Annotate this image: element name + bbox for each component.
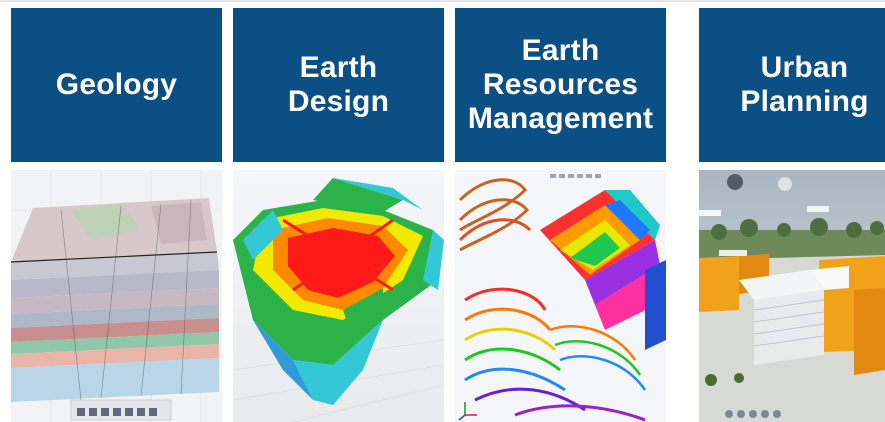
- geology-model-image: [11, 170, 222, 422]
- earth-resources-image: [455, 170, 666, 422]
- top-divider: [0, 0, 885, 2]
- category-tile-earth-resources-management[interactable]: Earth Resources Management: [455, 8, 666, 162]
- earth-design-image: [233, 170, 444, 422]
- urban-planning-image: [699, 170, 885, 422]
- category-tile-urban-planning[interactable]: Urban Planning: [699, 8, 885, 162]
- category-label-geology: Geology: [55, 68, 178, 101]
- category-label-earth-design: Earth Design: [287, 51, 390, 118]
- category-label-earth-resources-management: Earth Resources Management: [467, 34, 654, 135]
- category-tile-geology[interactable]: Geology: [11, 8, 222, 162]
- category-tile-earth-design[interactable]: Earth Design: [233, 8, 444, 162]
- category-label-urban-planning: Urban Planning: [740, 51, 869, 118]
